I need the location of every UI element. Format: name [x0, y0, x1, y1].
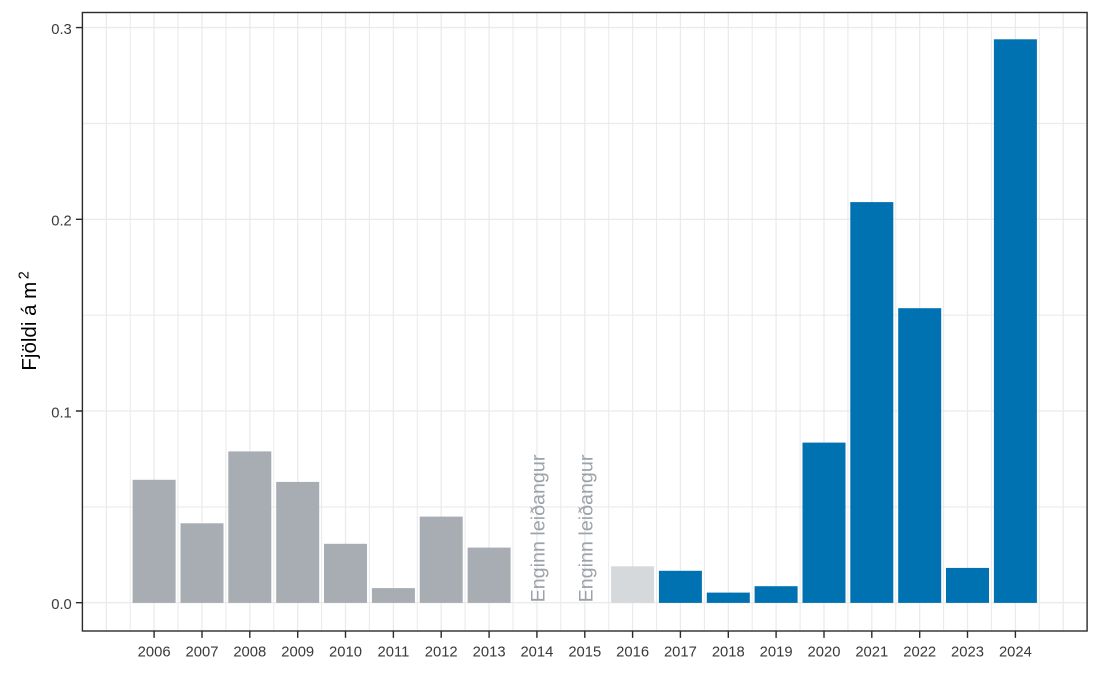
- svg-text:2021: 2021: [855, 644, 888, 660]
- svg-text:2014: 2014: [520, 644, 553, 660]
- svg-text:Enginn leiðangur: Enginn leiðangur: [527, 454, 549, 602]
- svg-text:Fjöldi á m2: Fjöldi á m2: [17, 271, 42, 370]
- svg-text:2016: 2016: [616, 644, 649, 660]
- svg-text:2017: 2017: [664, 644, 697, 660]
- svg-text:2020: 2020: [808, 644, 841, 660]
- svg-text:2009: 2009: [281, 644, 314, 660]
- svg-text:2007: 2007: [186, 644, 219, 660]
- svg-text:2012: 2012: [425, 644, 458, 660]
- svg-text:0.2: 0.2: [51, 214, 72, 230]
- svg-text:2013: 2013: [473, 644, 506, 660]
- svg-text:2018: 2018: [712, 644, 745, 660]
- svg-text:2015: 2015: [568, 644, 601, 660]
- svg-text:2022: 2022: [903, 644, 936, 660]
- svg-text:0.0: 0.0: [51, 597, 72, 613]
- svg-text:2019: 2019: [760, 644, 793, 660]
- svg-text:2010: 2010: [329, 644, 362, 660]
- svg-text:2023: 2023: [951, 644, 984, 660]
- svg-text:2024: 2024: [999, 644, 1032, 660]
- svg-text:2006: 2006: [138, 644, 171, 660]
- svg-text:0.3: 0.3: [51, 22, 72, 38]
- svg-text:2011: 2011: [377, 644, 409, 660]
- svg-text:0.1: 0.1: [51, 405, 72, 421]
- svg-text:Enginn leiðangur: Enginn leiðangur: [575, 454, 597, 602]
- svg-text:2008: 2008: [233, 644, 266, 660]
